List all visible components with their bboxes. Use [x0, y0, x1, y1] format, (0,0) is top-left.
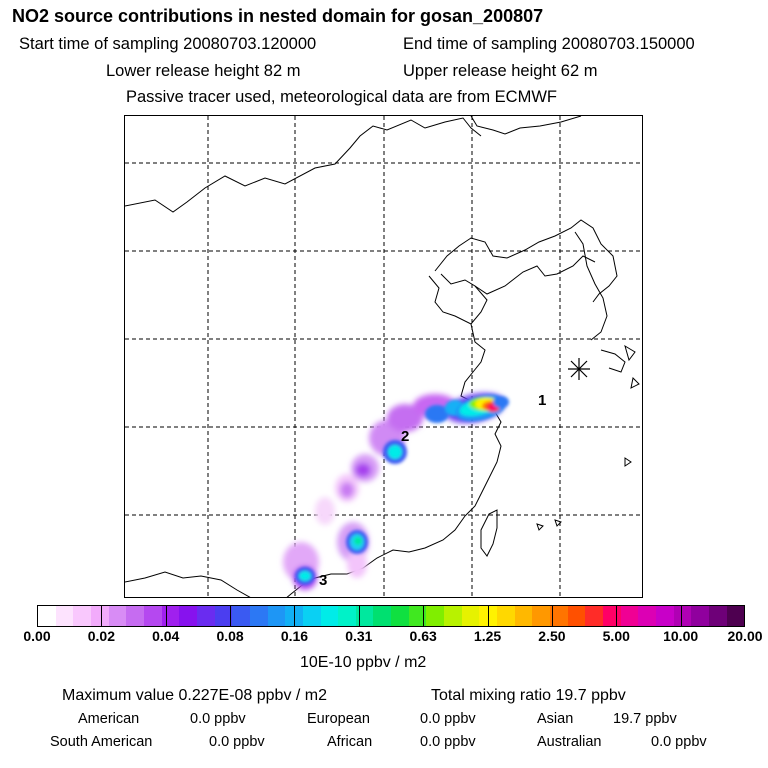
colorbar-tick-line — [551, 605, 553, 627]
upper-release-height: Upper release height 62 m — [403, 62, 598, 80]
region-name: Asian — [537, 711, 574, 727]
colorbar-tick-label: 0.04 — [152, 628, 180, 644]
region-name: African — [327, 734, 373, 750]
colorbar-cell — [302, 606, 321, 626]
colorbar-cell — [55, 606, 74, 626]
colorbar-cell — [196, 606, 215, 626]
plume-core — [295, 394, 509, 585]
end-time: End time of sampling 20080703.150000 — [403, 35, 695, 53]
colorbar-cell — [497, 606, 515, 626]
colorbar-cell — [38, 606, 56, 626]
colorbar-tick-label: 0.31 — [345, 628, 373, 644]
colorbar-cell — [391, 606, 409, 626]
source-region-label: 3 — [319, 572, 328, 589]
tracer-note: Passive tracer used, meteorological data… — [126, 88, 557, 106]
region-name: South American — [50, 734, 153, 750]
region-value: 19.7 ppbv — [613, 711, 677, 727]
colorbar-tick-label: 1.25 — [473, 628, 502, 644]
source-region-label: 2 — [401, 428, 410, 445]
colorbar-cell — [90, 606, 109, 626]
colorbar-tick-label: 5.00 — [602, 628, 630, 644]
colorbar-cell — [355, 606, 374, 626]
colorbar-tick-line — [358, 605, 360, 627]
region-value: 0.0 ppbv — [420, 734, 476, 750]
colorbar-tick-line — [165, 605, 167, 627]
colorbar-tick-line — [101, 605, 103, 627]
colorbar-cell — [161, 606, 180, 626]
colorbar-cell — [638, 606, 656, 626]
maximum-value: Maximum value 0.227E-08 ppbv / m2 — [62, 687, 328, 704]
colorbar-cell — [108, 606, 127, 626]
region-value: 0.0 ppbv — [651, 734, 707, 750]
colorbar-cell — [673, 606, 692, 626]
total-mixing-ratio: Total mixing ratio 19.7 ppbv — [431, 687, 626, 704]
region-value: 0.0 ppbv — [209, 734, 265, 750]
map-canvas — [125, 116, 642, 597]
lower-release-height: Lower release height 82 m — [106, 62, 301, 80]
region-value: 0.0 ppbv — [420, 711, 476, 727]
colorbar-cell — [550, 606, 568, 626]
colorbar-cell — [232, 606, 250, 626]
colorbar-tick-line — [294, 605, 296, 627]
receptor-marker-icon — [568, 358, 590, 380]
colorbar-cell — [143, 606, 162, 626]
colorbar-cell — [726, 606, 745, 626]
colorbar-cell — [338, 606, 356, 626]
colorbar-cell — [285, 606, 303, 626]
colorbar-cell — [603, 606, 621, 626]
colorbar-cell — [126, 606, 144, 626]
coastlines — [125, 116, 640, 597]
colorbar-tick-label: 20.00 — [727, 628, 763, 644]
colorbar-cell — [408, 606, 427, 626]
region-value: 0.0 ppbv — [190, 711, 246, 727]
colorbar-tick-label: 0.02 — [87, 628, 115, 644]
colorbar-tick-label: 10.00 — [663, 628, 699, 644]
colorbar-tick-line — [487, 605, 489, 627]
colorbar-cell — [73, 606, 91, 626]
region-name: American — [78, 711, 140, 727]
map-panel: 1 2 3 — [124, 115, 643, 598]
colorbar-cell — [214, 606, 233, 626]
colorbar-cell — [179, 606, 197, 626]
source-region-label: 1 — [538, 392, 547, 409]
colorbar-cell — [267, 606, 286, 626]
colorbar-cell — [514, 606, 533, 626]
colorbar-cell — [655, 606, 674, 626]
colorbar-tick-label: 0.00 — [23, 628, 51, 644]
colorbar-cell — [444, 606, 462, 626]
colorbar-cell — [532, 606, 551, 626]
colorbar-tick-label: 2.50 — [538, 628, 566, 644]
colorbar-cell — [691, 606, 709, 626]
region-name: European — [307, 711, 370, 727]
colorbar-tick-line — [230, 605, 232, 627]
colorbar-cell — [373, 606, 392, 626]
colorbar-unit: 10E-10 ppbv / m2 — [300, 654, 427, 671]
colorbar-tick-label: 0.08 — [216, 628, 244, 644]
colorbar — [37, 605, 745, 627]
colorbar-cell — [620, 606, 639, 626]
colorbar-tick-line — [616, 605, 618, 627]
colorbar-tick-label: 0.63 — [409, 628, 437, 644]
region-name: Australian — [537, 734, 602, 750]
colorbar-cell — [585, 606, 603, 626]
graticule — [125, 116, 642, 597]
start-time: Start time of sampling 20080703.120000 — [19, 35, 317, 53]
map-title: NO2 source contributions in nested domai… — [12, 6, 544, 26]
colorbar-cell — [249, 606, 268, 626]
colorbar-tick-line — [680, 605, 682, 627]
colorbar-tick-label: 0.16 — [280, 628, 309, 644]
colorbar-cell — [320, 606, 339, 626]
colorbar-cell — [426, 606, 445, 626]
colorbar-cell — [708, 606, 727, 626]
colorbar-cell — [461, 606, 480, 626]
colorbar-cell — [567, 606, 586, 626]
colorbar-tick-line — [423, 605, 425, 627]
